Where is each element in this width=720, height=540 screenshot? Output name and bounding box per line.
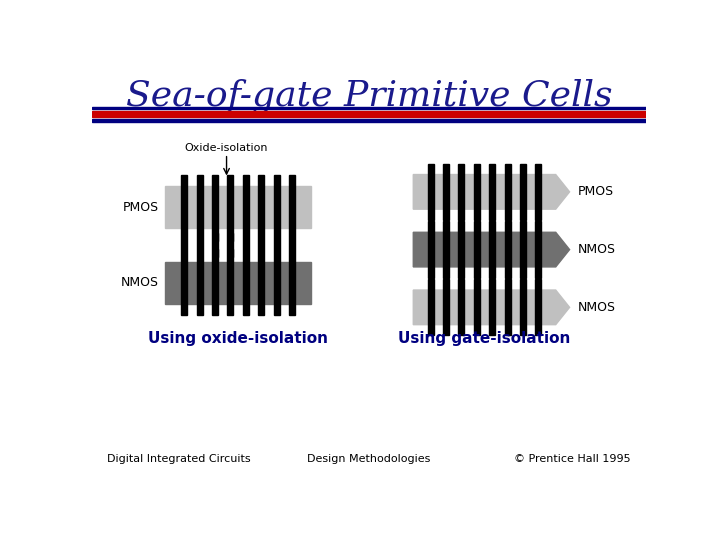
Bar bbox=[474, 221, 480, 278]
Text: NMOS: NMOS bbox=[577, 243, 616, 256]
Text: PMOS: PMOS bbox=[577, 185, 613, 198]
Text: © Prentice Hall 1995: © Prentice Hall 1995 bbox=[514, 454, 631, 464]
Bar bbox=[489, 279, 495, 335]
Text: PMOS: PMOS bbox=[122, 201, 159, 214]
Polygon shape bbox=[413, 174, 570, 209]
Bar bbox=[428, 164, 433, 220]
Text: Digital Integrated Circuits: Digital Integrated Circuits bbox=[107, 454, 251, 464]
Bar bbox=[489, 221, 495, 278]
Bar bbox=[520, 164, 526, 220]
Bar bbox=[505, 279, 510, 335]
Bar bbox=[505, 164, 510, 220]
Text: NMOS: NMOS bbox=[577, 301, 616, 314]
Bar bbox=[443, 221, 449, 278]
Bar bbox=[181, 176, 187, 315]
Bar bbox=[258, 176, 264, 315]
Bar bbox=[459, 279, 464, 335]
Bar bbox=[443, 279, 449, 335]
Bar bbox=[489, 164, 495, 220]
Bar bbox=[165, 261, 311, 304]
Bar bbox=[212, 176, 218, 315]
Bar bbox=[535, 221, 541, 278]
Bar bbox=[92, 111, 647, 117]
Bar bbox=[243, 176, 249, 315]
Bar bbox=[535, 279, 541, 335]
Polygon shape bbox=[413, 232, 570, 267]
Text: Using gate-isolation: Using gate-isolation bbox=[398, 330, 571, 346]
Bar bbox=[520, 221, 526, 278]
Text: Oxide-isolation: Oxide-isolation bbox=[185, 143, 269, 153]
Bar bbox=[443, 164, 449, 220]
Bar bbox=[212, 233, 218, 241]
Text: Using oxide-isolation: Using oxide-isolation bbox=[148, 330, 328, 346]
Bar bbox=[474, 279, 480, 335]
Bar bbox=[228, 249, 233, 256]
Bar bbox=[92, 107, 647, 110]
Bar bbox=[197, 176, 203, 315]
Bar bbox=[228, 233, 233, 241]
Bar bbox=[459, 164, 464, 220]
Text: Sea-of-gate Primitive Cells: Sea-of-gate Primitive Cells bbox=[126, 78, 612, 113]
Bar bbox=[428, 221, 433, 278]
Bar bbox=[228, 176, 233, 315]
Bar bbox=[212, 249, 218, 256]
Text: NMOS: NMOS bbox=[121, 276, 159, 289]
Bar bbox=[165, 186, 311, 228]
Bar bbox=[505, 221, 510, 278]
Bar bbox=[274, 176, 279, 315]
Bar bbox=[520, 279, 526, 335]
Bar bbox=[289, 176, 295, 315]
Bar bbox=[459, 221, 464, 278]
Polygon shape bbox=[413, 290, 570, 325]
Bar bbox=[474, 164, 480, 220]
Text: Design Methodologies: Design Methodologies bbox=[307, 454, 431, 464]
Bar bbox=[428, 279, 433, 335]
Bar bbox=[92, 119, 647, 122]
Bar bbox=[535, 164, 541, 220]
